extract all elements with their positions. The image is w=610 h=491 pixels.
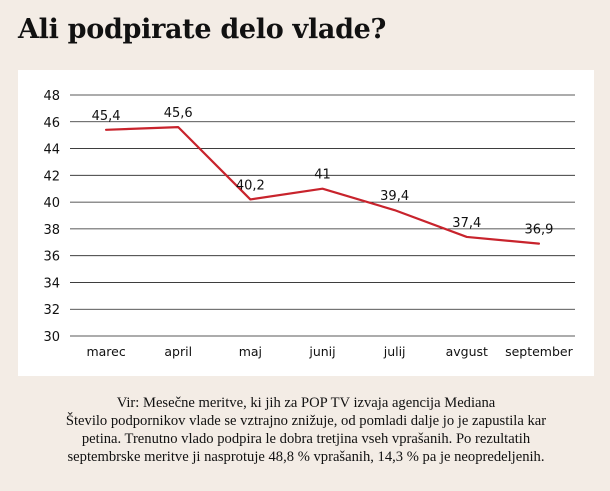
x-tick-label-avgust: avgust bbox=[446, 344, 488, 359]
data-label: 37,4 bbox=[452, 216, 481, 231]
x-tick-label-september: september bbox=[505, 344, 574, 359]
x-tick-label-maj: maj bbox=[239, 344, 262, 359]
caption-line-4: septembrske meritve ji nasprotuje 48,8 %… bbox=[67, 449, 545, 465]
x-tick-label-marec: marec bbox=[86, 344, 125, 359]
data-label: 45,4 bbox=[92, 109, 121, 124]
caption-source: Vir: Mesečne meritve, ki jih za POP TV i… bbox=[116, 395, 496, 411]
data-label: 41 bbox=[314, 168, 331, 183]
chart-caption: Vir: Mesečne meritve, ki jih za POP TV i… bbox=[18, 394, 594, 466]
y-tick-label: 44 bbox=[43, 143, 60, 158]
y-tick-label: 34 bbox=[43, 276, 60, 291]
chart-title: Ali podpirate delo vlade? bbox=[18, 14, 387, 45]
y-tick-label: 32 bbox=[43, 303, 60, 318]
y-tick-label: 42 bbox=[43, 169, 60, 184]
x-tick-label-julij: julij bbox=[383, 344, 406, 359]
data-label: 40,2 bbox=[236, 178, 265, 193]
caption-line-3: petina. Trenutno vlado podpira le dobra … bbox=[81, 431, 531, 447]
y-tick-label: 30 bbox=[43, 330, 60, 345]
x-tick-label-april: april bbox=[164, 344, 192, 359]
line-chart: 30 32 34 36 38 40 42 44 46 48 marec april maj junij ju… bbox=[43, 89, 575, 359]
x-tick-label-junij: junij bbox=[308, 344, 335, 359]
chart-panel: 30 32 34 36 38 40 42 44 46 48 marec april maj junij ju… bbox=[18, 70, 594, 376]
data-label: 45,6 bbox=[164, 106, 193, 121]
data-label: 39,4 bbox=[380, 189, 409, 204]
data-label: 36,9 bbox=[524, 223, 553, 238]
y-tick-label: 38 bbox=[43, 223, 60, 238]
y-tick-label: 40 bbox=[43, 196, 60, 211]
y-tick-label: 48 bbox=[43, 89, 60, 104]
caption-line-2: Število podpornikov vlade se vztrajno zn… bbox=[65, 413, 547, 429]
y-tick-label: 36 bbox=[43, 250, 60, 265]
y-tick-label: 46 bbox=[43, 116, 60, 131]
